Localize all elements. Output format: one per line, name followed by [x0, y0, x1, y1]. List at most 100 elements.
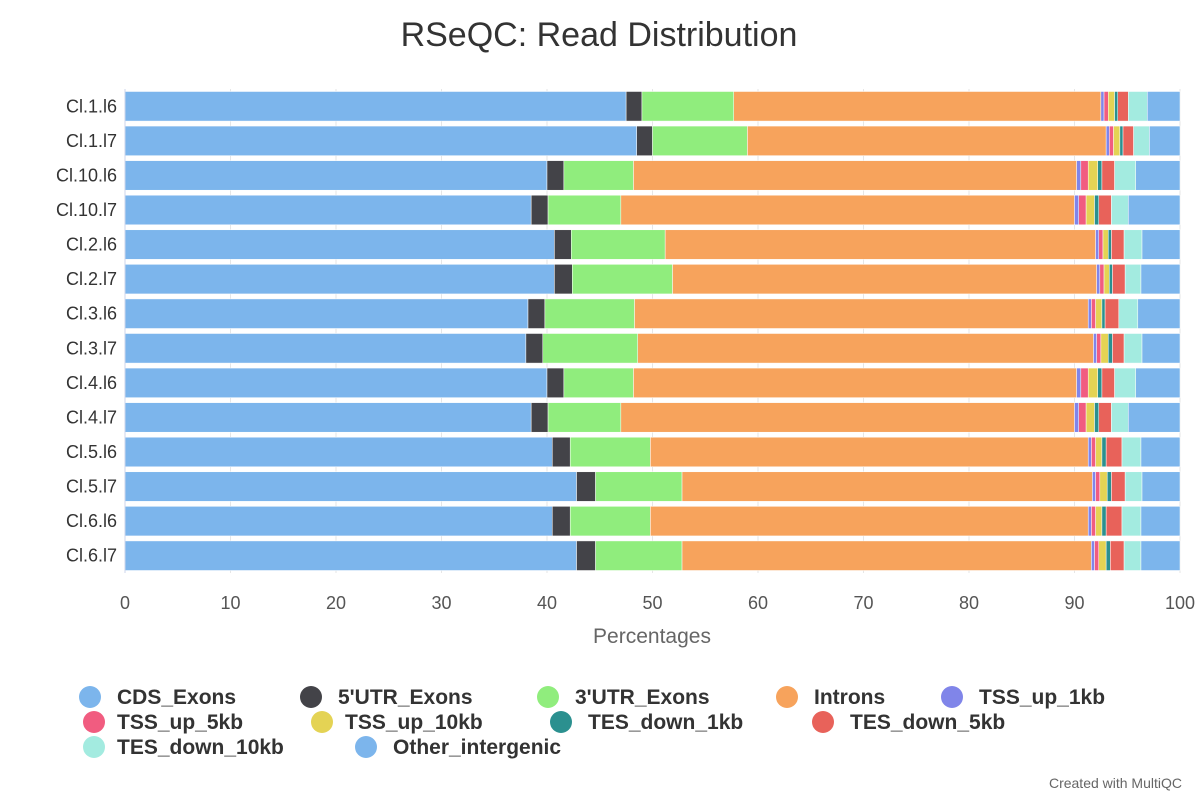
bar-segment-tes-down-10kb[interactable]: [1123, 333, 1143, 364]
bar-segment-tss-up-1kb[interactable]: [1092, 471, 1096, 502]
bar-segment-tss-up-10kb[interactable]: [1095, 298, 1103, 329]
bar-segment-introns[interactable]: [747, 125, 1107, 156]
bar-segment-other-intergenic[interactable]: [1141, 229, 1181, 260]
bar-segment-3-utr-exons[interactable]: [547, 402, 622, 433]
bar-segment-cds-exons[interactable]: [124, 367, 548, 398]
bar-segment-tes-down-5kb[interactable]: [1098, 194, 1112, 226]
bar-segment-tes-down-1kb[interactable]: [1094, 194, 1100, 226]
bar-segment-tes-down-5kb[interactable]: [1104, 298, 1120, 329]
bar-segment-tes-down-10kb[interactable]: [1133, 125, 1150, 156]
bar-segment-tes-down-10kb[interactable]: [1124, 264, 1142, 295]
bar-segment-tes-down-5kb[interactable]: [1122, 125, 1134, 156]
bar-segment-tss-up-1kb[interactable]: [1087, 298, 1092, 329]
bar-segment-other-intergenic[interactable]: [1141, 471, 1181, 502]
bar-segment-other-intergenic[interactable]: [1141, 333, 1181, 364]
bar-segment-tss-up-10kb[interactable]: [1087, 367, 1098, 398]
bar-segment-tes-down-10kb[interactable]: [1114, 160, 1136, 191]
bar-segment-tss-up-10kb[interactable]: [1085, 194, 1095, 226]
bar-segment-introns[interactable]: [650, 436, 1089, 468]
bar-segment-5-utr-exons[interactable]: [525, 333, 544, 364]
legend-item-5-utr-exons[interactable]: 5'UTR_Exons: [300, 686, 473, 709]
bar-segment-tss-up-1kb[interactable]: [1074, 194, 1079, 226]
bar-segment-tss-up-10kb[interactable]: [1113, 125, 1121, 156]
bar-segment-3-utr-exons[interactable]: [544, 298, 635, 329]
bar-segment-tes-down-1kb[interactable]: [1097, 367, 1103, 398]
bar-segment-cds-exons[interactable]: [124, 229, 555, 260]
bar-segment-5-utr-exons[interactable]: [636, 125, 653, 156]
bar-segment-tss-up-1kb[interactable]: [1093, 333, 1097, 364]
bar-segment-3-utr-exons[interactable]: [641, 91, 734, 122]
credit-label[interactable]: Created with MultiQC: [1049, 775, 1182, 791]
bar-segment-introns[interactable]: [637, 333, 1094, 364]
bar-segment-tss-up-10kb[interactable]: [1085, 402, 1095, 433]
bar-segment-tss-up-1kb[interactable]: [1105, 125, 1110, 156]
legend-item-tes-down-10kb[interactable]: TES_down_10kb: [83, 736, 284, 759]
bar-segment-cds-exons[interactable]: [124, 540, 577, 571]
bar-segment-5-utr-exons[interactable]: [576, 540, 596, 571]
bar-segment-tss-up-10kb[interactable]: [1087, 160, 1098, 191]
bar-segment-tes-down-5kb[interactable]: [1101, 160, 1115, 191]
bar-segment-tss-up-1kb[interactable]: [1091, 540, 1095, 571]
bar-segment-introns[interactable]: [664, 229, 1096, 260]
bar-segment-cds-exons[interactable]: [124, 125, 637, 156]
legend-item-cds-exons[interactable]: CDS_Exons: [79, 686, 236, 709]
bar-segment-tes-down-10kb[interactable]: [1123, 229, 1143, 260]
bar-segment-tes-down-1kb[interactable]: [1094, 402, 1100, 433]
bar-segment-tes-down-5kb[interactable]: [1111, 229, 1125, 260]
bar-segment-tss-up-10kb[interactable]: [1108, 91, 1115, 122]
bar-segment-introns[interactable]: [681, 540, 1092, 571]
bar-segment-tes-down-5kb[interactable]: [1117, 91, 1129, 122]
bar-segment-other-intergenic[interactable]: [1149, 125, 1181, 156]
bar-segment-5-utr-exons[interactable]: [554, 229, 572, 260]
bar-segment-5-utr-exons[interactable]: [552, 506, 571, 537]
bar-segment-tes-down-1kb[interactable]: [1119, 125, 1124, 156]
bar-segment-5-utr-exons[interactable]: [530, 194, 549, 226]
bar-segment-tss-up-1kb[interactable]: [1087, 436, 1092, 468]
bar-segment-other-intergenic[interactable]: [1128, 194, 1181, 226]
bar-segment-tss-up-5kb[interactable]: [1095, 471, 1101, 502]
bar-segment-introns[interactable]: [634, 298, 1089, 329]
bar-segment-tss-up-1kb[interactable]: [1100, 91, 1105, 122]
bar-segment-tss-up-5kb[interactable]: [1078, 194, 1087, 226]
bar-segment-tss-up-5kb[interactable]: [1099, 264, 1105, 295]
bar-segment-5-utr-exons[interactable]: [625, 91, 643, 122]
bar-segment-introns[interactable]: [633, 160, 1077, 191]
bar-segment-tes-down-10kb[interactable]: [1111, 402, 1129, 433]
bar-segment-tes-down-5kb[interactable]: [1110, 540, 1125, 571]
legend-item-tss-up-1kb[interactable]: TSS_up_1kb: [941, 686, 1105, 709]
bar-segment-tes-down-1kb[interactable]: [1108, 229, 1112, 260]
bar-segment-3-utr-exons[interactable]: [595, 540, 683, 571]
bar-segment-5-utr-exons[interactable]: [576, 471, 596, 502]
legend-item-3-utr-exons[interactable]: 3'UTR_Exons: [537, 686, 710, 709]
bar-segment-tss-up-1kb[interactable]: [1076, 160, 1082, 191]
bar-segment-tes-down-1kb[interactable]: [1109, 264, 1113, 295]
bar-segment-introns[interactable]: [733, 91, 1102, 122]
bar-segment-tes-down-1kb[interactable]: [1101, 436, 1107, 468]
legend-item-tes-down-1kb[interactable]: TES_down_1kb: [550, 711, 743, 734]
bar-segment-introns[interactable]: [681, 471, 1093, 502]
bar-segment-introns[interactable]: [633, 367, 1077, 398]
bar-segment-other-intergenic[interactable]: [1140, 436, 1181, 468]
bar-segment-3-utr-exons[interactable]: [572, 264, 673, 295]
bar-segment-5-utr-exons[interactable]: [554, 264, 573, 295]
bar-segment-tss-up-5kb[interactable]: [1098, 229, 1104, 260]
bar-segment-tss-up-5kb[interactable]: [1091, 436, 1096, 468]
bar-segment-tes-down-10kb[interactable]: [1128, 91, 1148, 122]
bar-segment-5-utr-exons[interactable]: [546, 160, 565, 191]
bar-segment-cds-exons[interactable]: [124, 264, 555, 295]
bar-segment-cds-exons[interactable]: [124, 91, 627, 122]
bar-segment-cds-exons[interactable]: [124, 402, 532, 433]
bar-segment-cds-exons[interactable]: [124, 160, 548, 191]
bar-segment-tss-up-1kb[interactable]: [1074, 402, 1079, 433]
bar-segment-cds-exons[interactable]: [124, 333, 527, 364]
bar-segment-tss-up-5kb[interactable]: [1091, 506, 1096, 537]
bar-segment-cds-exons[interactable]: [124, 471, 577, 502]
bar-segment-tss-up-5kb[interactable]: [1080, 367, 1089, 398]
bar-segment-tss-up-10kb[interactable]: [1099, 471, 1108, 502]
bar-segment-tss-up-5kb[interactable]: [1094, 540, 1100, 571]
bar-segment-tes-down-5kb[interactable]: [1112, 264, 1126, 295]
bar-segment-tes-down-5kb[interactable]: [1111, 471, 1126, 502]
bar-segment-3-utr-exons[interactable]: [547, 194, 622, 226]
bar-segment-tes-down-1kb[interactable]: [1097, 160, 1103, 191]
bar-segment-tss-up-10kb[interactable]: [1100, 333, 1109, 364]
